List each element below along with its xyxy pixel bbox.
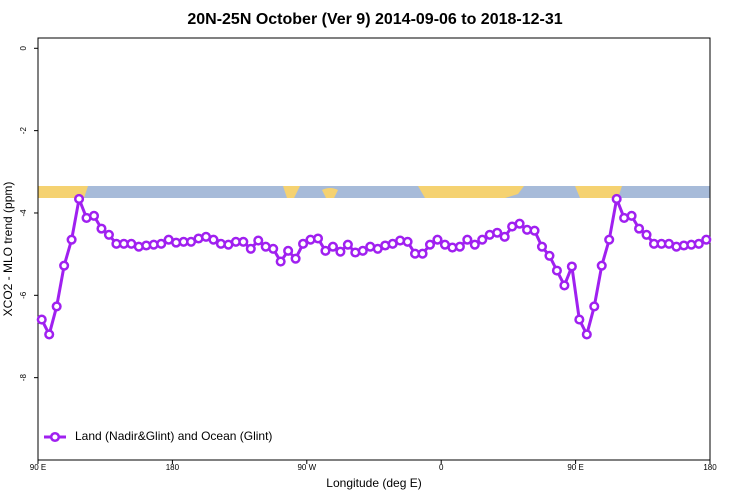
- data-point: [103, 229, 114, 240]
- data-point: [312, 233, 324, 244]
- land: [575, 186, 622, 198]
- data-point: [432, 234, 443, 245]
- data-point: [320, 245, 331, 256]
- data-point: [424, 239, 436, 250]
- data-point: [566, 261, 577, 272]
- data-point: [581, 329, 592, 340]
- data-point: [596, 260, 607, 271]
- data-point: [641, 229, 652, 240]
- data-point: [253, 235, 264, 246]
- data-point: [335, 246, 346, 257]
- data-point: [74, 193, 85, 205]
- land: [38, 186, 88, 198]
- data-point: [36, 314, 47, 325]
- data-point: [529, 225, 540, 236]
- y-axis-label: XCO2 - MLO trend (ppm): [1, 182, 15, 317]
- data-point: [290, 253, 301, 264]
- data-point: [462, 234, 473, 245]
- data-point: [477, 234, 488, 245]
- data-point: [417, 248, 428, 259]
- data-point: [208, 234, 219, 245]
- y-tick-label: -6: [19, 291, 28, 299]
- y-tick-label: -8: [19, 374, 28, 382]
- data-point: [96, 223, 107, 234]
- data-point: [589, 301, 600, 312]
- data-point: [402, 236, 413, 247]
- data-point: [514, 218, 525, 229]
- data-point: [544, 250, 555, 261]
- x-tick-label: 90 W: [297, 463, 316, 472]
- data-point: [268, 243, 279, 254]
- data-point: [238, 236, 249, 247]
- data-point: [245, 243, 256, 254]
- data-point: [283, 245, 294, 256]
- data-point: [499, 231, 510, 242]
- data-point: [574, 314, 585, 325]
- data-point: [551, 265, 562, 276]
- data-point: [342, 239, 353, 250]
- x-axis-label: Longitude (deg E): [326, 476, 421, 490]
- data-point: [59, 260, 70, 271]
- data-point: [156, 238, 167, 249]
- data-point: [559, 280, 570, 291]
- data-point: [626, 210, 637, 221]
- data-point: [51, 301, 62, 312]
- legend-marker: [49, 431, 61, 443]
- data-point: [469, 239, 480, 250]
- map-strip: [38, 186, 710, 198]
- y-tick-label: -2: [19, 127, 28, 135]
- data-point: [454, 241, 465, 252]
- data-point: [701, 234, 712, 245]
- data-point: [536, 241, 548, 252]
- data-point: [611, 193, 622, 205]
- data-point: [298, 238, 309, 249]
- land: [283, 186, 300, 198]
- land: [418, 186, 524, 198]
- plot-frame: [37, 37, 711, 461]
- data-point: [44, 329, 55, 340]
- data-point: [693, 238, 704, 249]
- data-point: [327, 241, 338, 252]
- x-tick-label: 90 E: [567, 463, 583, 472]
- data-point: [604, 234, 615, 245]
- chart-title: 20N-25N October (Ver 9) 2014-09-06 to 20…: [187, 11, 562, 28]
- x-tick-label: 180: [703, 463, 717, 472]
- data-point: [88, 210, 100, 221]
- data-point: [634, 223, 645, 234]
- x-tick-label: 0: [439, 463, 444, 472]
- y-tick-label: 0: [19, 46, 28, 51]
- land: [322, 188, 338, 198]
- x-tick-label: 180: [166, 463, 180, 472]
- legend-label: Land (Nadir&Glint) and Ocean (Glint): [75, 429, 272, 443]
- x-tick-label: 90 E: [30, 463, 46, 472]
- data-point: [357, 245, 368, 256]
- data-point: [66, 234, 77, 245]
- data-point: [275, 256, 286, 267]
- ocean-band: [38, 186, 710, 198]
- data-point: [492, 227, 503, 238]
- y-tick-label: -4: [19, 209, 28, 217]
